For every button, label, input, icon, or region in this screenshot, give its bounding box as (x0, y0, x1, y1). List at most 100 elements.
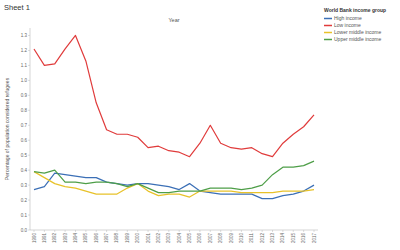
y-tick-label: 1.3 (21, 33, 28, 38)
y-tick (28, 125, 30, 126)
y-axis (30, 28, 31, 230)
x-tick (293, 230, 294, 232)
series-line (34, 35, 314, 156)
y-tick (28, 80, 30, 81)
x-tick-label: 1997 (104, 233, 109, 244)
y-tick (28, 65, 30, 66)
x-tick-label: 2007 (208, 233, 213, 244)
x-tick-label: 2015 (291, 233, 296, 244)
x-tick-label: 2013 (270, 233, 275, 244)
x-tick-label: 1994 (73, 233, 78, 244)
legend-label: Low income (334, 22, 361, 28)
x-tick-label: 1993 (63, 233, 68, 244)
x-tick (179, 230, 180, 232)
y-tick (28, 215, 30, 216)
x-tick-label: 2008 (218, 233, 223, 244)
x-tick-label: 2005 (187, 233, 192, 244)
x-tick (85, 230, 86, 232)
x-tick (272, 230, 273, 232)
x-tick (96, 230, 97, 232)
x-tick-label: 2016 (301, 233, 306, 244)
y-tick (28, 50, 30, 51)
x-tick-label: 2009 (229, 233, 234, 244)
legend-swatch (324, 39, 332, 41)
series-line (34, 161, 314, 192)
y-tick-label: 1.2 (21, 48, 28, 53)
x-tick (54, 230, 55, 232)
x-tick-label: 1991 (42, 233, 47, 244)
legend-label: Upper middle income (334, 36, 381, 42)
x-tick (199, 230, 200, 232)
y-tick (28, 140, 30, 141)
y-tick-label: 0.1 (21, 213, 28, 218)
x-tick (220, 230, 221, 232)
series-line (34, 173, 314, 198)
x-tick (262, 230, 263, 232)
legend-label: High income (334, 15, 362, 21)
y-tick-label: 0.0 (21, 228, 28, 233)
x-tick-label: 2006 (197, 233, 202, 244)
x-tick (303, 230, 304, 232)
x-tick-label: 2001 (146, 233, 151, 244)
x-tick-label: 1999 (125, 233, 130, 244)
x-tick (65, 230, 66, 232)
legend-swatch (324, 18, 332, 20)
x-tick-label: 1998 (114, 233, 119, 244)
y-tick-label: 0.6 (21, 138, 28, 143)
y-tick (28, 35, 30, 36)
x-tick-label: 1996 (94, 233, 99, 244)
y-tick-label: 0.4 (21, 168, 28, 173)
y-tick-label: 0.3 (21, 183, 28, 188)
x-tick-label: 1990 (32, 233, 37, 244)
x-tick-label: 2017 (312, 233, 317, 244)
title: Sheet 1 (4, 3, 30, 12)
x-tick (251, 230, 252, 232)
y-tick-label: 0.5 (21, 153, 28, 158)
x-tick-label: 2002 (156, 233, 161, 244)
x-tick (75, 230, 76, 232)
y-tick (28, 155, 30, 156)
plot-area (34, 35, 314, 198)
y-axis-label: Percentage of population considered refu… (4, 77, 10, 180)
y-tick-label: 1.1 (21, 63, 28, 68)
x-tick-label: 2004 (177, 233, 182, 244)
x-tick (127, 230, 128, 232)
x-tick-label: 2003 (166, 233, 171, 244)
x-tick (314, 230, 315, 232)
x-tick-label: 2010 (239, 233, 244, 244)
x-tick (148, 230, 149, 232)
x-tick-label: 1992 (52, 233, 57, 244)
y-tick (28, 185, 30, 186)
legend-title: World Bank income group (324, 7, 386, 13)
x-tick-label: 2014 (280, 233, 285, 244)
x-tick (168, 230, 169, 232)
x-tick (210, 230, 211, 232)
y-tick (28, 230, 30, 231)
x-tick-label: 2011 (249, 233, 254, 243)
y-tick-label: 0.7 (21, 123, 28, 128)
x-tick-label: 1995 (83, 233, 88, 244)
x-tick (116, 230, 117, 232)
y-tick-label: 0.2 (21, 198, 28, 203)
chart: Sheet 1YearPercentage of population cons… (0, 0, 400, 250)
x-tick (158, 230, 159, 232)
x-tick (137, 230, 138, 232)
x-tick (44, 230, 45, 232)
y-tick (28, 170, 30, 171)
y-tick-label: 1.0 (21, 78, 28, 83)
x-tick (282, 230, 283, 232)
x-tick-label: 2000 (135, 233, 140, 244)
x-tick-label: 2012 (260, 233, 265, 244)
x-axis (30, 230, 318, 231)
x-tick (34, 230, 35, 232)
x-tick (231, 230, 232, 232)
y-tick (28, 95, 30, 96)
y-tick-label: 0.9 (21, 93, 28, 98)
y-tick (28, 110, 30, 111)
x-tick (241, 230, 242, 232)
legend-label: Lower middle income (334, 29, 381, 35)
legend-swatch (324, 25, 332, 27)
y-tick (28, 200, 30, 201)
x-tick (106, 230, 107, 232)
legend-swatch (324, 32, 332, 34)
